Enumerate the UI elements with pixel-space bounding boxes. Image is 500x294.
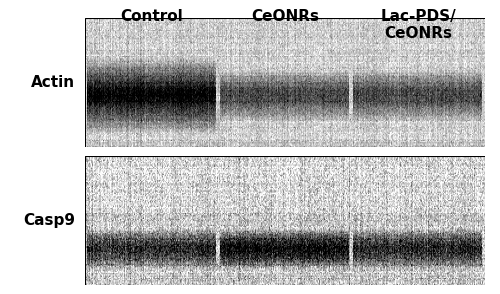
Text: Casp9: Casp9	[23, 213, 75, 228]
Text: Actin: Actin	[31, 75, 75, 90]
Text: Control: Control	[120, 9, 183, 24]
Text: Lac-PDS/
CeONRs: Lac-PDS/ CeONRs	[380, 9, 456, 41]
Text: CeONRs: CeONRs	[251, 9, 319, 24]
